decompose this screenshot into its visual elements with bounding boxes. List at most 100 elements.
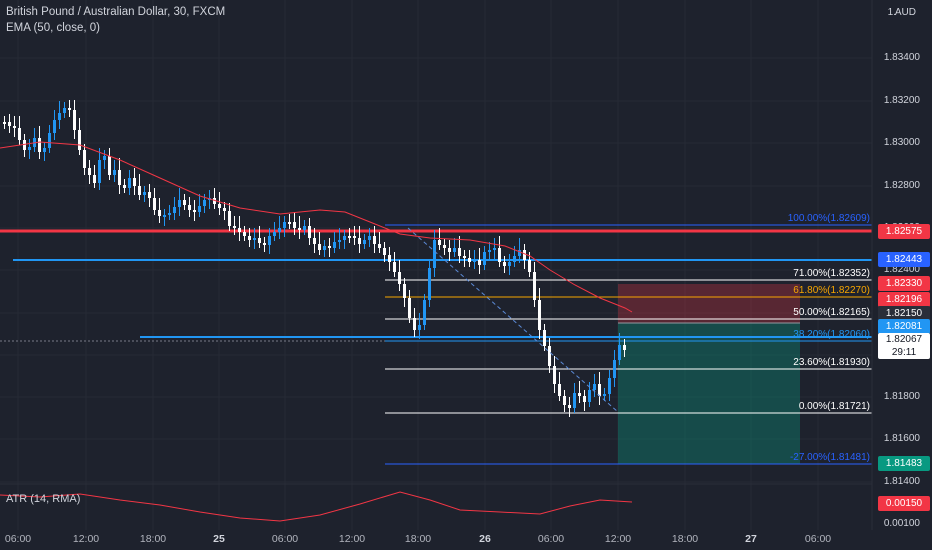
- candle-body: [183, 200, 186, 205]
- candle-body: [623, 345, 626, 350]
- time-tick: 06:00: [537, 533, 565, 545]
- candle-body: [163, 215, 166, 217]
- drawing-lines[interactable]: [0, 224, 872, 465]
- candle-body: [203, 200, 206, 206]
- fib-label: 61.80%(1.82270): [793, 285, 870, 296]
- candle-body: [258, 238, 261, 243]
- candle-body: [438, 240, 441, 245]
- candle-body: [18, 128, 21, 140]
- candle-body: [338, 240, 341, 242]
- candle-body: [28, 147, 31, 150]
- fib-label: 50.00%(1.82165): [793, 307, 870, 318]
- candle-body: [343, 236, 346, 240]
- candle-body: [608, 378, 611, 394]
- currency-label[interactable]: AUD: [894, 7, 916, 18]
- candle-body: [158, 210, 161, 216]
- candle-body: [423, 300, 426, 325]
- candle-body: [428, 268, 431, 300]
- candle-body: [98, 160, 101, 183]
- candle-body: [323, 246, 326, 250]
- candle-body: [223, 208, 226, 211]
- candle-body: [573, 393, 576, 408]
- candle-body: [578, 393, 581, 396]
- candle-body: [493, 248, 496, 250]
- candle-body: [563, 396, 566, 405]
- candle-body: [353, 236, 356, 238]
- candle-body: [418, 325, 421, 330]
- price-tick-partial: 1.: [887, 7, 896, 18]
- candle-body: [408, 298, 411, 318]
- blue-line-price-label: 1.82443: [878, 252, 930, 267]
- atr-legend[interactable]: ATR (14, RMA): [6, 493, 81, 505]
- candle-body: [173, 207, 176, 213]
- candle-body: [43, 148, 46, 152]
- symbol-title: British Pound / Australian Dollar, 30, F…: [6, 6, 226, 18]
- candle-body: [503, 262, 506, 266]
- atr-line: [0, 491, 633, 522]
- candle-body: [333, 242, 336, 248]
- candle-body: [593, 384, 596, 390]
- fib-label: 0.00%(1.81721): [798, 401, 870, 412]
- candle-body: [518, 250, 521, 256]
- candle-body: [383, 248, 386, 255]
- candle-body: [118, 170, 121, 185]
- candle-body: [548, 346, 551, 366]
- candle-body: [618, 345, 621, 360]
- fib-618-price-label: 1.82196: [878, 292, 930, 307]
- candle-body: [103, 156, 106, 160]
- fib-label: 71.00%(1.82352): [793, 268, 870, 279]
- time-tick: 06:00: [271, 533, 299, 545]
- candle-body: [238, 228, 241, 232]
- candle-body: [583, 396, 586, 402]
- candle-body: [293, 222, 296, 228]
- candle-body: [458, 248, 461, 256]
- last-price-value: 1.82067: [885, 334, 923, 345]
- take-profit-zone[interactable]: [618, 323, 800, 464]
- candle-body: [298, 228, 301, 230]
- ema-line: [0, 141, 633, 313]
- candle-body: [443, 245, 446, 248]
- candle-body: [553, 366, 556, 384]
- time-tick: 12:00: [338, 533, 366, 545]
- candle-body: [268, 236, 271, 245]
- candle-body: [308, 226, 311, 238]
- candle-body: [48, 133, 51, 148]
- time-tick: 25: [213, 533, 225, 545]
- candle-body: [303, 226, 306, 230]
- ema-legend[interactable]: EMA (50, close, 0): [6, 22, 100, 34]
- price-tick: 1.81800: [883, 391, 920, 402]
- candle-body: [498, 248, 501, 262]
- red-line-price-label: 1.82575: [878, 224, 930, 239]
- candle-body: [113, 170, 116, 175]
- candle-body: [568, 405, 571, 408]
- candle-body: [433, 240, 436, 268]
- time-tick: 27: [745, 533, 757, 545]
- candle-body: [78, 130, 81, 150]
- candle-body: [363, 240, 366, 244]
- candle-body: [13, 126, 16, 128]
- candle-body: [38, 138, 41, 152]
- candle-body: [63, 108, 66, 113]
- candle-body: [313, 238, 316, 244]
- candle-body: [483, 252, 486, 265]
- candle-body: [398, 272, 401, 284]
- candle-body: [188, 205, 191, 210]
- candle-body: [613, 360, 616, 378]
- price-tick: 1.83400: [883, 52, 920, 63]
- candle-body: [213, 198, 216, 204]
- candle-body: [558, 384, 561, 396]
- fib-label: 38.20%(1.82060): [793, 329, 870, 340]
- candle-body: [598, 384, 601, 396]
- candle-body: [218, 204, 221, 208]
- candle-body: [488, 250, 491, 252]
- stop-loss-zone[interactable]: [618, 284, 800, 323]
- time-tick: 12:00: [72, 533, 100, 545]
- price-tick: 1.83000: [883, 137, 920, 148]
- candle-body: [413, 318, 416, 330]
- candles: [3, 100, 626, 417]
- trend-line[interactable]: [407, 227, 619, 413]
- candle-body: [133, 178, 136, 186]
- atr-tick: 0.00100: [883, 518, 920, 529]
- candle-body: [543, 330, 546, 346]
